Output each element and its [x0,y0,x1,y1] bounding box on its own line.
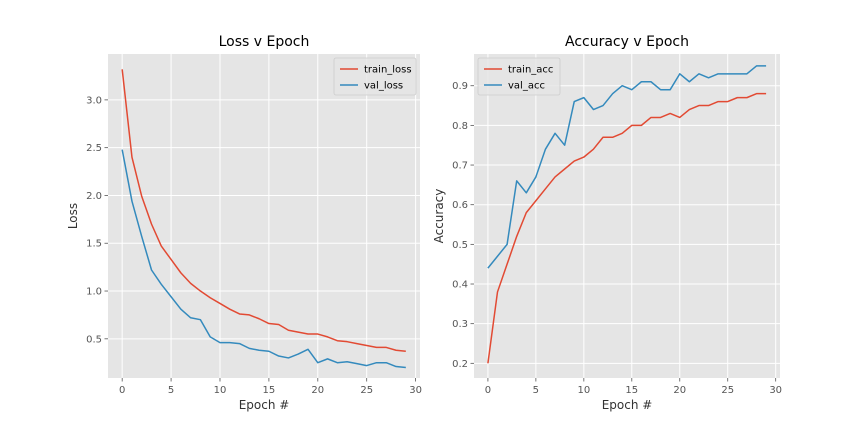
loss-plot-area [108,54,420,378]
loss-chart: 0 5 10 15 20 25 30 0.5 1.0 1.5 2.0 2.5 3.0 Loss v Ep… [66,34,422,412]
accuracy-legend: train_acc val_acc [477,57,561,96]
loss-y-axis-label: Loss [66,203,80,229]
loss-grid [108,54,420,378]
loss-x-tick-label: 15 [263,385,276,396]
loss-x-tick-label: 0 [119,385,125,396]
val_loss-legend-label: val_loss [364,81,403,92]
accuracy-x-tick-label: 0 [485,385,491,396]
accuracy-grid [474,54,780,378]
accuracy-y-tick-label: 0.7 [452,161,468,172]
accuracy-chart: 0 5 10 15 20 25 30 0.2 0.3 0.4 0.5 0.6 0.7 0.8 0.9 Acc… [432,34,782,412]
accuracy-x-tick-label: 5 [533,385,539,396]
loss-x-axis-label: Epoch # [239,398,290,412]
accuracy-plot-area [474,54,780,378]
loss-y-tick-label: 2.0 [86,191,102,202]
loss-x-tick-label: 10 [214,385,227,396]
loss-x-tick-label: 25 [360,385,373,396]
loss-chart-title: Loss v Epoch [219,34,310,50]
accuracy-x-tick-label: 20 [673,385,686,396]
train_acc-line [487,92,767,364]
loss-legend: train_loss val_loss [333,57,417,96]
accuracy-y-tick-label: 0.4 [452,280,468,291]
accuracy-lines [487,65,767,364]
val_loss-line [121,149,406,369]
loss-x-tick-label: 5 [168,385,174,396]
accuracy-ticks: 0 5 10 15 20 25 30 0.2 0.3 0.4 0.5 0.6 0.7 0.8 0.9 [452,81,782,396]
loss-y-tick-label: 3.0 [86,95,102,106]
accuracy-chart-title: Accuracy v Epoch [565,34,689,50]
loss-y-tick-label: 0.5 [86,334,102,345]
accuracy-y-tick-label: 0.3 [452,319,468,330]
train_loss-legend-label: train_loss [364,65,412,76]
accuracy-y-tick-label: 0.9 [452,81,468,92]
loss-x-tick-label: 20 [311,385,324,396]
train_acc-legend-label: train_acc [508,65,553,76]
loss-lines [121,69,406,369]
accuracy-y-axis-label: Accuracy [432,189,446,244]
accuracy-x-tick-label: 10 [577,385,590,396]
loss-x-tick-label: 30 [409,385,422,396]
loss-y-tick-label: 1.0 [86,287,102,298]
loss-ticks: 0 5 10 15 20 25 30 0.5 1.0 1.5 2.0 2.5 3.0 [86,95,422,396]
accuracy-y-tick-label: 0.6 [452,200,468,211]
val_acc-legend-label: val_acc [508,81,545,92]
accuracy-x-tick-label: 30 [769,385,782,396]
loss-y-tick-label: 2.5 [86,143,102,154]
train_loss-line [121,69,406,352]
loss-y-tick-label: 1.5 [86,239,102,250]
accuracy-y-tick-label: 0.2 [452,359,468,370]
val_acc-line [487,65,767,269]
accuracy-x-tick-label: 15 [625,385,638,396]
accuracy-y-tick-label: 0.5 [452,240,468,251]
accuracy-y-tick-label: 0.8 [452,121,468,132]
accuracy-x-axis-label: Epoch # [602,398,653,412]
accuracy-x-tick-label: 25 [721,385,734,396]
